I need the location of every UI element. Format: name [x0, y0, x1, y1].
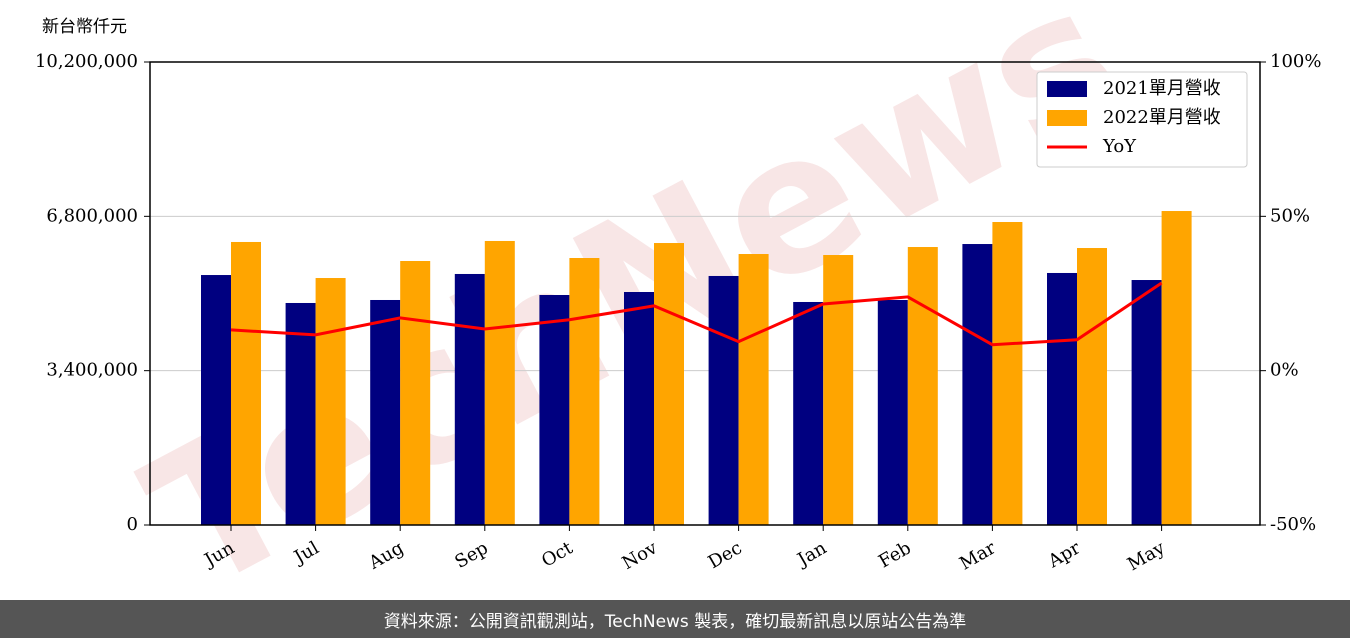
x-tick-label: Oct [538, 537, 577, 572]
y-unit-label: 新台幣仟元 [42, 17, 127, 37]
y-tick-label: 6,800,000 [46, 205, 138, 226]
x-tick-label: Apr [1044, 537, 1084, 572]
legend-label: 2022單月營收 [1103, 107, 1221, 128]
bar [992, 222, 1023, 525]
bar [1131, 280, 1162, 525]
bar [793, 301, 824, 525]
y2-tick-label: -50% [1270, 514, 1316, 535]
legend-swatch [1047, 81, 1087, 97]
bar [569, 258, 600, 525]
bar [654, 243, 684, 525]
bar [1161, 211, 1192, 525]
x-tick-label: Feb [875, 537, 915, 572]
legend-swatch [1047, 110, 1087, 126]
x-tick-label: Mar [956, 537, 1000, 574]
y2-tick-label: 100% [1270, 51, 1321, 72]
bar [231, 241, 261, 525]
x-tick-label: Dec [705, 537, 746, 573]
chart: 新台幣仟元 TechNews 03,400,0006,800,00010,200… [35, 0, 1322, 634]
x-tick-label: Sep [451, 537, 491, 572]
bar [907, 247, 938, 525]
bar [370, 299, 401, 525]
x-tick-label: May [1124, 537, 1169, 575]
footer: 資料來源：公開資訊觀測站，TechNews 製表，確切最新訊息以原站公告為準 [0, 600, 1350, 638]
x-tick-label: Jan [792, 537, 830, 571]
bar [315, 278, 346, 525]
y2-tick-label: 0% [1270, 360, 1299, 381]
bar [1077, 248, 1107, 525]
yoy-line [230, 281, 1163, 347]
y-tick-label: 0 [127, 514, 138, 535]
bar [962, 244, 993, 525]
bar [454, 273, 485, 525]
bar [539, 294, 570, 525]
legend: 2021單月營收 2022單月營收 YoY [1036, 71, 1248, 168]
legend-box [1036, 71, 1248, 168]
x-tick-label: Nov [619, 537, 662, 574]
bar [201, 275, 231, 525]
bar [624, 292, 654, 525]
legend-label: YoY [1102, 136, 1137, 157]
bar [708, 275, 739, 525]
bar [1047, 272, 1077, 525]
bar [738, 254, 769, 525]
bar [285, 302, 316, 525]
bar [400, 260, 431, 525]
bar [484, 240, 515, 526]
plot-frame [149, 61, 1261, 526]
y-tick-label: 10,200,000 [35, 51, 138, 72]
bar [877, 299, 908, 525]
legend-label: 2021單月營收 [1103, 78, 1221, 99]
y2-tick-label: 50% [1270, 205, 1310, 226]
y-tick-label: 3,400,000 [46, 360, 138, 381]
bar [823, 255, 854, 525]
